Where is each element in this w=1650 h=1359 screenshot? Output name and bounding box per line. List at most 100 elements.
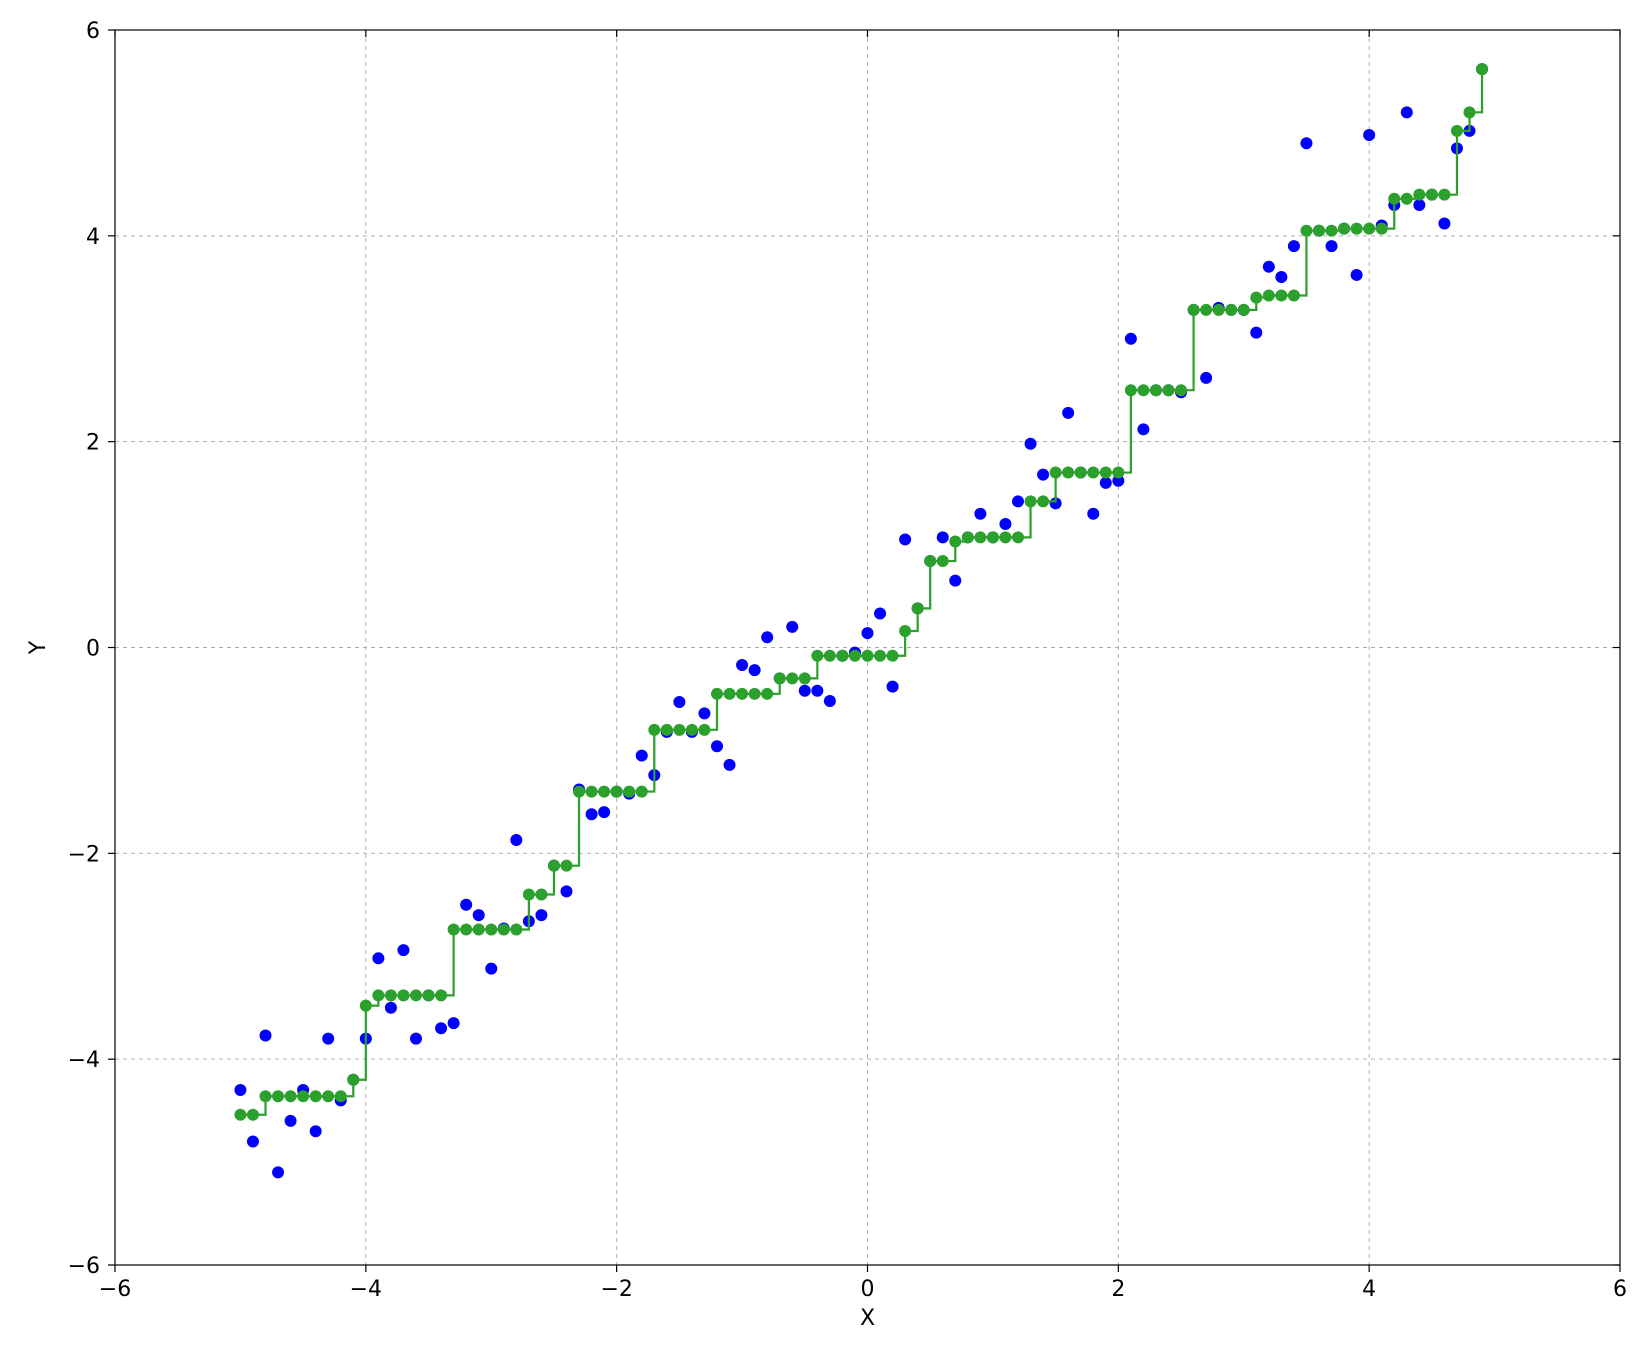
scatter-point [1037, 469, 1049, 481]
scatter-point [1438, 217, 1450, 229]
step-line-marker [247, 1109, 259, 1121]
scatter-point [1062, 407, 1074, 419]
x-tick-label: 4 [1362, 1277, 1376, 1302]
step-line-marker [322, 1090, 334, 1102]
step-line-marker [498, 923, 510, 935]
step-line-marker [1137, 384, 1149, 396]
step-line-marker [962, 531, 974, 543]
step-line-marker [335, 1090, 347, 1102]
scatter-point [786, 621, 798, 633]
scatter-point [862, 627, 874, 639]
step-line-marker [987, 531, 999, 543]
y-tick-label: 6 [86, 19, 100, 44]
scatter-point [448, 1017, 460, 1029]
step-line-marker [761, 688, 773, 700]
x-tick-label: −4 [350, 1277, 382, 1302]
step-line-marker [1363, 223, 1375, 235]
step-line-marker [999, 531, 1011, 543]
step-line-marker [974, 531, 986, 543]
step-line-marker [912, 602, 924, 614]
step-line-marker [1112, 467, 1124, 479]
scatter-point [636, 750, 648, 762]
scatter-point [1288, 240, 1300, 252]
scatter-point [824, 695, 836, 707]
step-line-marker [1451, 125, 1463, 137]
step-line-marker [1050, 467, 1062, 479]
scatter-point [949, 575, 961, 587]
step-line-marker [1100, 467, 1112, 479]
step-line-marker [824, 650, 836, 662]
step-line-marker [811, 650, 823, 662]
step-line-marker [724, 688, 736, 700]
scatter-point [799, 685, 811, 697]
step-line-marker [686, 724, 698, 736]
step-line-marker [1313, 225, 1325, 237]
step-line-marker [1025, 495, 1037, 507]
step-line-marker [1012, 531, 1024, 543]
scatter-point [974, 508, 986, 520]
scatter-point [711, 740, 723, 752]
scatter-point [247, 1136, 259, 1148]
scatter-point [874, 608, 886, 620]
step-line-marker [598, 786, 610, 798]
step-line-marker [1062, 467, 1074, 479]
step-line-marker [749, 688, 761, 700]
scatter-point [385, 1002, 397, 1014]
scatter-point [736, 659, 748, 671]
step-line-marker [874, 650, 886, 662]
scatter-point [1326, 240, 1338, 252]
scatter-point [899, 533, 911, 545]
step-line-marker [1464, 106, 1476, 118]
x-axis-label: X [860, 1306, 875, 1331]
x-tick-label: −6 [99, 1277, 131, 1302]
step-line-marker [573, 786, 585, 798]
step-line-marker [297, 1090, 309, 1102]
step-line-marker [1175, 384, 1187, 396]
scatter-point [1012, 495, 1024, 507]
y-tick-label: −6 [68, 1254, 100, 1279]
step-line-marker [1150, 384, 1162, 396]
scatter-point [999, 518, 1011, 530]
step-line-marker [410, 989, 422, 1001]
x-tick-label: 6 [1613, 1277, 1627, 1302]
step-line-marker [899, 625, 911, 637]
step-line-marker [1426, 189, 1438, 201]
scatter-point [698, 707, 710, 719]
scatter-point [1250, 327, 1262, 339]
step-line-marker [548, 860, 560, 872]
step-line-marker [485, 923, 497, 935]
step-line-marker [786, 672, 798, 684]
scatter-point [435, 1022, 447, 1034]
step-line-marker [1188, 304, 1200, 316]
scatter-point [937, 531, 949, 543]
step-line-marker [535, 889, 547, 901]
step-line-marker [460, 923, 472, 935]
scatter-point [1351, 269, 1363, 281]
step-line-marker [623, 786, 635, 798]
step-line-marker [1300, 225, 1312, 237]
step-line-marker [435, 989, 447, 1001]
step-line-marker [698, 724, 710, 736]
step-line-marker [1351, 223, 1363, 235]
scatter-point [749, 664, 761, 676]
scatter-point [1401, 106, 1413, 118]
y-tick-label: −2 [68, 842, 100, 867]
step-line-marker [1238, 304, 1250, 316]
step-line-marker [1037, 495, 1049, 507]
scatter-point [372, 952, 384, 964]
step-line-marker [561, 860, 573, 872]
scatter-point [473, 909, 485, 921]
step-line-marker [1401, 193, 1413, 205]
step-line-marker [949, 535, 961, 547]
scatter-point [586, 808, 598, 820]
scatter-point [272, 1166, 284, 1178]
y-tick-label: 4 [86, 225, 100, 250]
scatter-point [410, 1033, 422, 1045]
y-tick-label: 2 [86, 431, 100, 456]
step-line-marker [711, 688, 723, 700]
scatter-point [285, 1115, 297, 1127]
step-line-marker [1376, 223, 1388, 235]
step-line-marker [636, 786, 648, 798]
y-tick-label: −4 [68, 1048, 100, 1073]
step-line-marker [862, 650, 874, 662]
